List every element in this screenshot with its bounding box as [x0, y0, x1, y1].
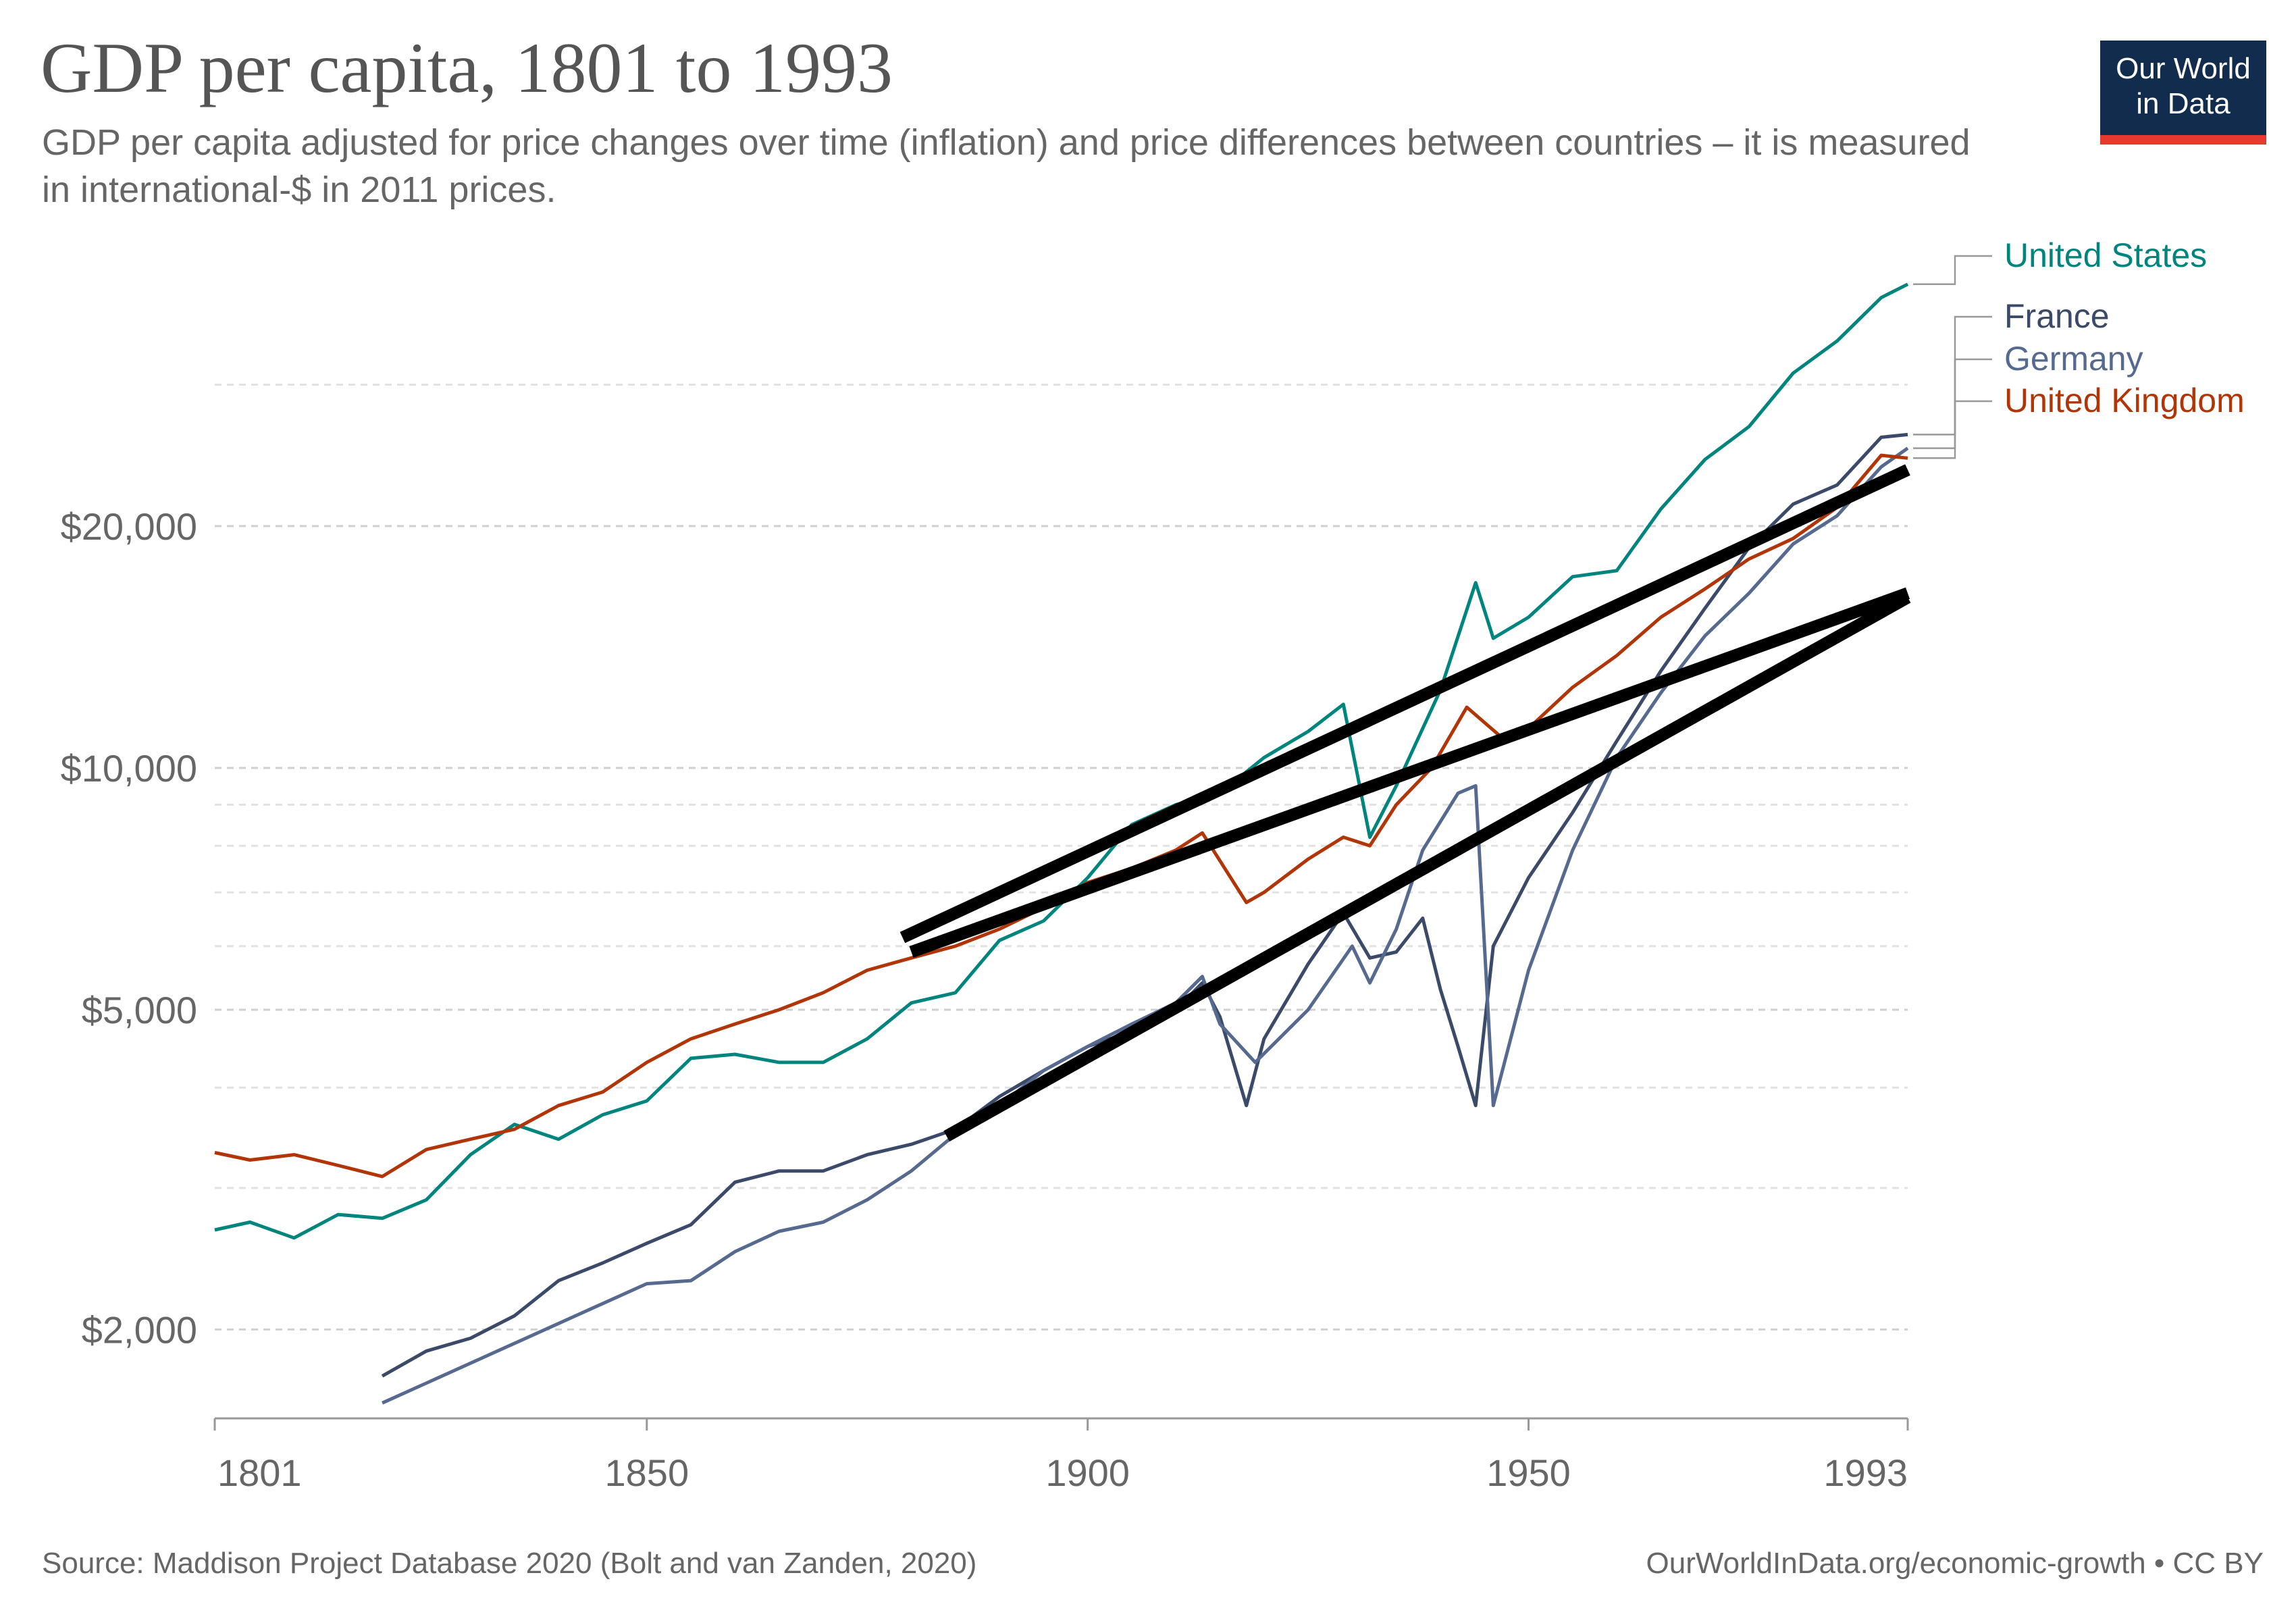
x-axis: 1801 1850 1900 1950 1993 [213, 1417, 1909, 1494]
y-tick-label: $5,000 [82, 989, 197, 1031]
x-tick-label: 1950 [1486, 1451, 1571, 1494]
source-note: Source: Maddison Project Database 2020 (… [42, 1547, 977, 1580]
y-axis: $2,000 $5,000 $10,000 $20,000 [61, 505, 197, 1351]
legend: United States France Germany United Kingdom [1913, 236, 2245, 459]
trend-line-1 [899, 464, 1910, 944]
legend-connector-united-kingdom [1913, 400, 1992, 459]
trend-line-3 [943, 592, 1911, 1142]
y-tick-label: $2,000 [82, 1308, 197, 1351]
y-tick-label: $10,000 [61, 747, 197, 790]
chart-title: GDP per capita, 1801 to 1993 [41, 28, 893, 107]
owid-logo[interactable]: Our World in Data [2100, 41, 2266, 145]
logo-accent-bar [2100, 135, 2266, 145]
logo-line-2: in Data [2136, 87, 2230, 120]
x-tick-label: 1850 [605, 1451, 689, 1494]
series-line-united-states [214, 282, 1909, 1240]
x-tick-label: 1993 [1823, 1451, 1908, 1494]
credit-link[interactable]: OurWorldInData.org/economic-growth • CC … [1646, 1547, 2264, 1580]
gridlines [215, 383, 1908, 1331]
y-tick-label: $20,000 [61, 505, 197, 548]
legend-connector-france [1913, 315, 1992, 436]
legend-label-germany: Germany [2004, 340, 2143, 378]
trend-line-2 [909, 587, 1910, 958]
series-line-france [381, 432, 1908, 1378]
legend-label-united-kingdom: United Kingdom [2004, 382, 2245, 419]
legend-label-united-states: United States [2004, 236, 2207, 274]
x-tick-label: 1801 [217, 1451, 302, 1494]
x-tick-label: 1900 [1045, 1451, 1130, 1494]
chart-subtitle: GDP per capita adjusted for price change… [42, 122, 1971, 210]
series-lines [214, 282, 1909, 1405]
legend-connector-united-states [1913, 255, 1992, 286]
logo-line-1: Our World [2116, 52, 2251, 85]
trend-annotations [899, 464, 1911, 1142]
legend-label-france: France [2004, 297, 2110, 335]
